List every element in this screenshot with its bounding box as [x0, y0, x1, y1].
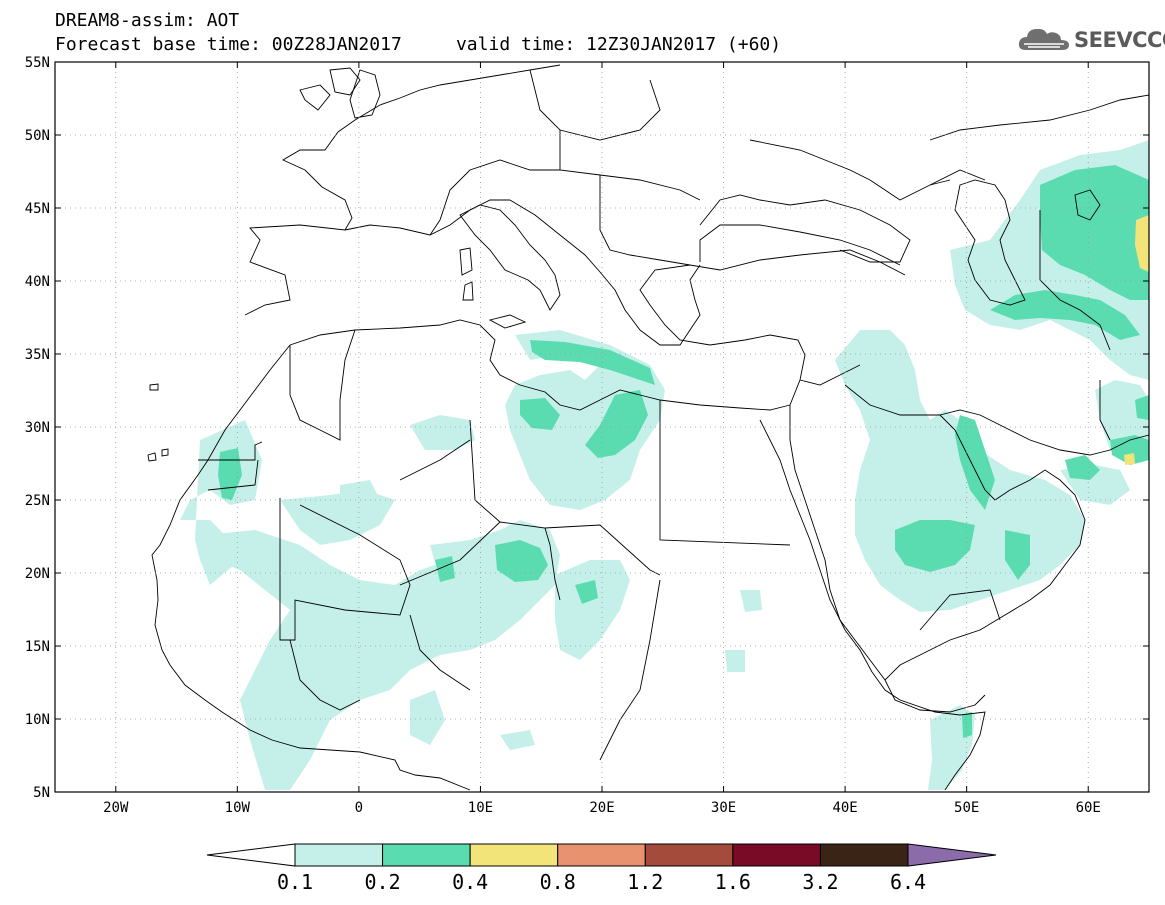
lon-label: 40E [832, 800, 857, 816]
latitude-labels: 5N 10N 15N 20N 25N 30N 35N 40N 45N 50N 55N [25, 55, 50, 801]
colorbar-label: 3.2 [802, 870, 839, 894]
lon-label: 0 [355, 800, 363, 816]
colorbar-label: 1.6 [714, 870, 751, 894]
colorbar-over [907, 843, 997, 867]
colorbar-box [557, 843, 646, 867]
axis-ticks [55, 61, 1149, 793]
colorbar-label: 0.1 [276, 870, 314, 894]
lat-label: 20N [25, 566, 50, 582]
longitude-labels: 20W 10W 0 10E 20E 30E 40E 50E 60E [103, 800, 1101, 816]
lon-label: 20E [589, 800, 614, 816]
lat-label: 40N [25, 274, 50, 290]
lat-label: 25N [25, 493, 50, 509]
lon-label: 50E [954, 800, 979, 816]
lon-label: 10E [468, 800, 493, 816]
colorbar-box [382, 843, 471, 867]
lat-label: 50N [25, 128, 50, 144]
colorbar-box [294, 843, 384, 867]
lon-label: 30E [711, 800, 736, 816]
graticule [55, 62, 1149, 792]
colorbar-under [206, 843, 296, 867]
colorbar-box [819, 843, 909, 867]
cloud-icon [1018, 28, 1069, 50]
seevccc-logo: SEEVCCC [1016, 24, 1165, 58]
lat-label: 10N [25, 712, 50, 728]
colorbar-box [644, 843, 734, 867]
colorbar-box [732, 843, 821, 867]
lon-label: 60E [1076, 800, 1101, 816]
colorbar-label: 0.4 [452, 870, 489, 894]
colorbar-box [469, 843, 559, 867]
colorbar [206, 843, 997, 867]
lat-label: 30N [25, 420, 50, 436]
lat-label: 5N [33, 785, 50, 801]
map-title: DREAM8-assim: AOT [55, 10, 240, 31]
lon-label: 20W [103, 800, 129, 816]
lat-label: 55N [25, 55, 50, 71]
forecast-time-line: Forecast base time: 00Z28JAN2017 valid t… [55, 34, 782, 55]
lat-label: 45N [25, 201, 50, 217]
colorbar-label: 0.2 [364, 870, 401, 894]
logo-text: SEEVCCC [1074, 28, 1165, 52]
colorbar-label: 6.4 [889, 870, 927, 894]
coastlines [147, 64, 1149, 791]
lon-label: 10W [225, 800, 251, 816]
colorbar-label: 1.2 [627, 870, 664, 894]
colorbar-label: 0.8 [539, 870, 576, 894]
aot-shading [180, 140, 1149, 790]
lat-label: 35N [25, 347, 50, 363]
lat-label: 15N [25, 639, 50, 655]
